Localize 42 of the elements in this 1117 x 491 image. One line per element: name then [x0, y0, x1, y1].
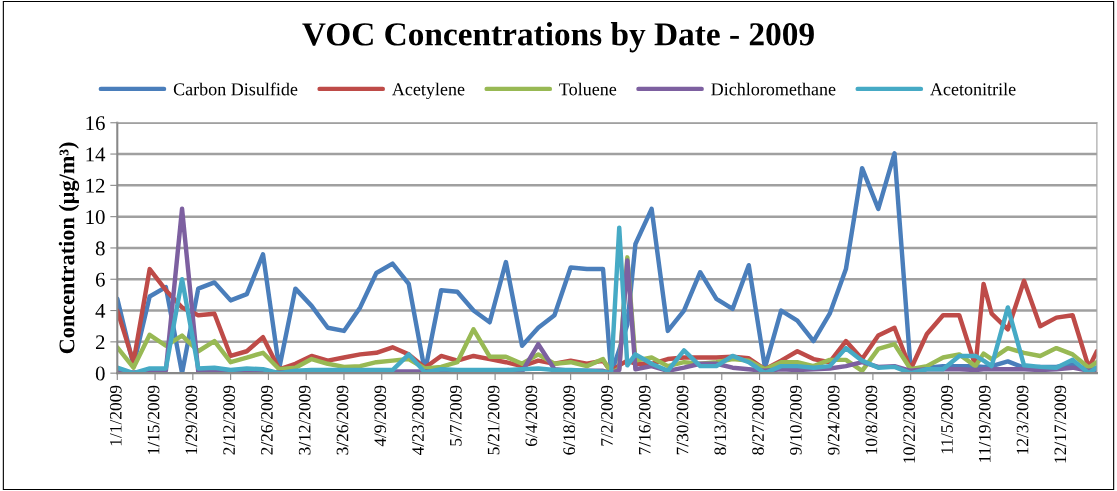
legend-label: Dichloromethane [711, 82, 836, 96]
x-tick-label: 4/23/2009 [412, 385, 424, 456]
x-tick-label: 7/16/2009 [638, 385, 651, 455]
chart-title: VOC Concentrations by Date - 2009 [302, 22, 814, 53]
y-axis-title: Concentration (µg/m³) [58, 142, 80, 354]
x-tick-label: 9/10/2009 [789, 385, 802, 455]
x-tick-label: 7/30/2009 [676, 385, 689, 455]
y-tick-label: 10 [86, 210, 105, 225]
x-tick-label: 3/26/2009 [336, 385, 349, 455]
x-tick-label: 2/12/2009 [223, 385, 235, 455]
legend-label: Acetonitrile [930, 82, 1016, 96]
x-tick-label: 12/17/2009 [1054, 385, 1067, 463]
legend-label: Acetylene [392, 82, 465, 100]
x-tick-label: 9/24/2009 [827, 385, 840, 455]
y-tick-label: 16 [86, 116, 105, 131]
x-tick-label: 11/19/2009 [978, 385, 991, 462]
x-tick-label: 11/5/2009 [941, 385, 953, 454]
x-tick-label: 2/26/2009 [261, 385, 273, 455]
x-tick-label: 10/8/2009 [865, 385, 878, 454]
y-tick-label: 4 [95, 304, 106, 318]
y-tick-label: 2 [95, 335, 105, 350]
x-tick-label: 6/4/2009 [525, 385, 538, 446]
x-tick-label: 12/3/2009 [1016, 385, 1029, 454]
x-tick-label: 4/9/2009 [374, 385, 387, 447]
x-tick-label: 1/29/2009 [185, 385, 198, 454]
x-tick-label: 8/27/2009 [752, 385, 764, 455]
x-tick-label: 6/18/2009 [563, 385, 575, 455]
x-tick-label: 1/1/2009 [109, 385, 122, 446]
x-tick-label: 7/2/2009 [601, 385, 613, 446]
y-tick-label: 14 [86, 147, 106, 162]
x-tick-label: 3/12/2009 [298, 385, 311, 455]
x-tick-label: 1/15/2009 [147, 385, 160, 454]
y-tick-label: 12 [86, 178, 105, 193]
x-tick-label: 10/22/2009 [903, 385, 916, 463]
x-tick-label: 8/13/2009 [714, 385, 727, 455]
x-tick-label: 5/7/2009 [449, 385, 462, 446]
y-tick-label: 6 [95, 272, 105, 287]
y-tick-label: 8 [95, 241, 105, 256]
y-tick-label: 0 [95, 366, 105, 381]
legend-label: Toluene [559, 82, 617, 96]
x-tick-label: 5/21/2009 [487, 385, 500, 455]
legend-label: Carbon Disulfide [173, 82, 298, 96]
